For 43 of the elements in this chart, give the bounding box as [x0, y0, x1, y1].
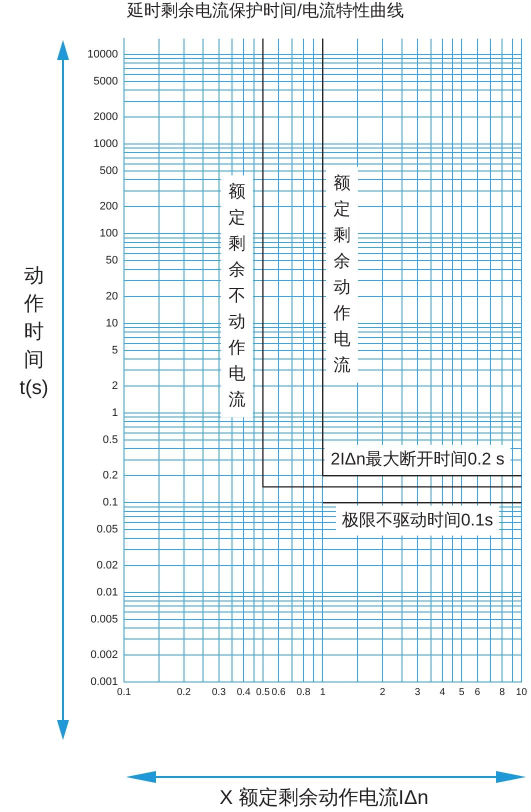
x-tick-label: 10: [516, 686, 528, 698]
y-tick-label: 500: [100, 165, 118, 178]
x-tick-label: 5: [458, 686, 465, 698]
text: 额定剩余不动作电流: [228, 182, 246, 410]
annotation: 2IΔn最大断开时间0.2 s: [330, 450, 504, 469]
y-tick-label: 100: [100, 228, 118, 240]
y-tick-label: 0.002: [90, 649, 118, 662]
chart-title: 延时剩余电流保护时间/电流特性曲线: [126, 0, 405, 22]
x-tick-label: 0.8: [296, 686, 311, 698]
y-tick-label: 2000: [94, 111, 118, 124]
x-tick-label: 8: [499, 686, 506, 698]
x-tick-label: 0.3: [212, 686, 226, 698]
y-tick-label: 0.005: [90, 613, 118, 626]
y-tick-label: 0.02: [96, 559, 118, 572]
y-tick-label: 0.01: [96, 586, 118, 598]
y-tick-label: 0.1: [102, 496, 118, 509]
y-axis-title: 动作时间t(s): [18, 264, 50, 401]
y-tick-label: 200: [100, 200, 118, 213]
annotation: 额定剩余动作电流: [332, 173, 350, 374]
y-tick-label: 2: [112, 380, 118, 392]
x-tick-label: 6: [474, 686, 481, 698]
y-tick-label: 5: [112, 344, 118, 356]
x-tick-label: 3: [414, 686, 421, 698]
y-tick-label: 10000: [87, 48, 118, 60]
x-tick-label: 1: [320, 686, 326, 698]
y-tick-label: 1: [112, 407, 118, 420]
x-tick-label: 4: [440, 686, 446, 698]
y-tick-label: 0.2: [102, 470, 118, 482]
x-tick-label: 0.4: [236, 686, 252, 698]
x-tick-label: 0.5: [256, 686, 270, 698]
x-tick-label: 0.6: [272, 686, 286, 698]
y-tick-label: 10: [106, 317, 118, 330]
y-tick-label: 50: [106, 254, 118, 267]
y-tick-label: 20: [106, 290, 118, 302]
y-tick-label: 1000: [94, 138, 118, 150]
y-tick-label: 5000: [94, 75, 118, 88]
x-axis-title: X 额定剩余动作电流IΔn: [218, 786, 430, 810]
y-tick-label: 0.05: [96, 524, 118, 536]
y-tick-label: 0.001: [90, 676, 118, 688]
x-tick-label: 2: [380, 686, 386, 698]
annotation: 极限不驱动时间0.1s: [340, 510, 494, 530]
x-tick-label: 0.2: [176, 686, 192, 698]
y-tick-label: 0.5: [102, 434, 118, 446]
